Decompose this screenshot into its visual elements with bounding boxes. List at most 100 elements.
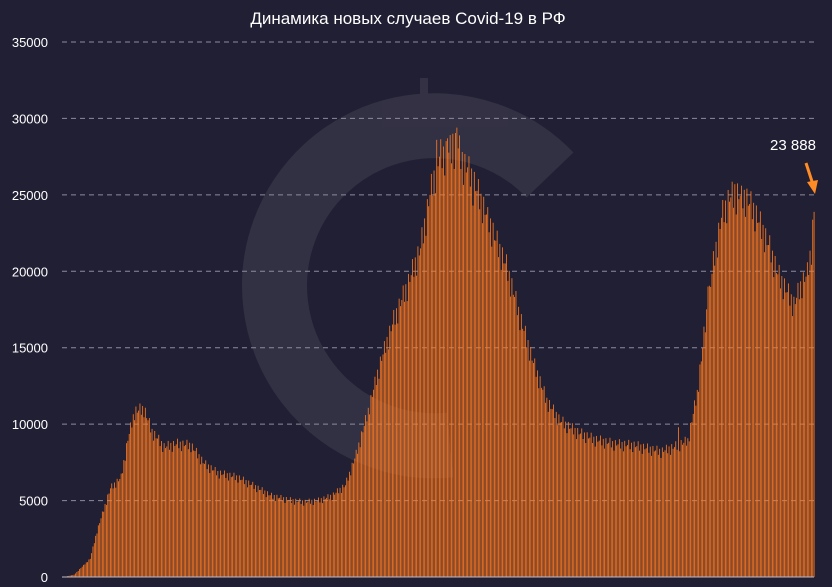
bar [723,222,725,577]
bar [737,183,738,577]
bar [379,356,381,577]
bar [373,389,375,577]
bar [459,135,460,577]
bar [649,446,651,577]
bar [240,480,242,577]
bar [359,447,361,577]
bar [680,440,682,577]
bar [706,309,708,577]
bar [679,451,681,577]
y-tick-label: 20000 [12,264,48,279]
bar [671,444,673,577]
bar [716,257,718,577]
bar [245,480,247,577]
bar [316,500,318,577]
bar [604,448,605,577]
bar [303,505,305,577]
bar [444,175,446,578]
bar [657,454,659,577]
bar [387,349,389,577]
bar [592,442,593,577]
bar [739,195,741,577]
bar [751,219,753,578]
bar [664,450,666,577]
bar [757,222,759,577]
bar [417,246,419,577]
chart-title: Динамика новых случаев Covid-19 в РФ [250,9,565,28]
bar [598,440,600,577]
bar [585,442,587,577]
bar [306,502,307,577]
bar [430,173,432,577]
bar [120,473,122,577]
bar [698,391,699,577]
bar [289,497,291,577]
bar [336,488,338,577]
annotation-arrow [804,162,818,194]
bar [665,444,667,577]
bar [471,168,473,577]
bar [618,439,620,577]
bar [394,324,396,577]
bar [746,188,748,577]
bar [455,133,456,577]
bar [357,453,358,577]
bar [508,270,510,577]
bar [298,501,299,577]
bar [307,501,309,577]
bar [686,445,687,577]
bar [699,364,701,577]
bar [410,275,412,577]
bar [319,502,321,577]
bar [96,533,98,577]
bar [808,275,810,577]
bar [202,463,204,577]
bar [741,185,742,577]
bar [381,360,383,577]
bar [569,428,571,577]
bar [447,138,448,578]
bar [232,476,234,577]
bar [205,460,207,577]
bar [210,465,212,577]
bar [237,482,239,577]
bar [220,470,221,577]
bar [613,450,615,577]
bar [745,216,746,577]
bar [115,487,117,577]
bar [259,489,260,577]
bar [280,494,282,577]
bar [140,414,142,577]
bar [448,152,450,577]
bar [580,433,581,577]
bar [83,564,84,577]
bar [551,409,553,577]
bar [692,413,694,577]
bar [766,245,768,577]
bar [520,314,522,577]
bar [107,494,109,577]
bar [339,487,341,577]
bar [347,480,349,577]
bar [241,479,243,577]
bar [813,211,815,577]
bar [467,167,469,577]
bar [204,463,205,577]
bar [424,218,426,577]
bar [475,191,477,578]
bar [246,487,248,577]
bar [539,376,541,577]
bar [545,402,546,577]
bar [800,281,802,577]
bar [488,232,490,577]
bar [199,464,201,577]
bar [794,304,796,577]
bar [786,292,788,577]
bar [322,503,323,577]
bar [727,189,729,577]
bar [684,436,686,577]
bar [574,427,576,577]
bar [134,420,135,577]
bar [480,193,482,577]
bar [452,133,454,577]
